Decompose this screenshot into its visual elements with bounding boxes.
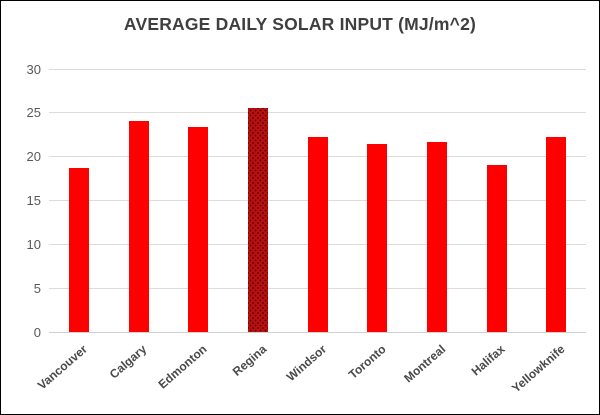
- y-tick-label: 25: [26, 105, 41, 121]
- bar-toronto: [367, 144, 388, 332]
- x-axis-label-regina: Regina: [229, 342, 270, 379]
- bar-regina: [247, 107, 268, 332]
- y-tick-label: 30: [26, 61, 41, 77]
- x-axis-label-edmonton: Edmonton: [155, 342, 210, 392]
- x-axis-label-halifax: Halifax: [468, 342, 508, 379]
- x-axis-label-toronto: Toronto: [345, 342, 389, 382]
- x-axis-line: [49, 331, 586, 333]
- x-axis-label-calgary: Calgary: [107, 342, 150, 382]
- x-axis-label-vancouver: Vancouver: [35, 342, 91, 393]
- bar-montreal: [426, 141, 447, 332]
- bar-halifax: [486, 164, 507, 332]
- x-axis-label-windsor: Windsor: [283, 342, 329, 384]
- y-tick-label: 20: [26, 149, 41, 165]
- bar-calgary: [128, 120, 149, 332]
- bar-yellowknife: [546, 137, 567, 332]
- y-tick-label: 0: [33, 324, 41, 340]
- x-axis-label-yellowknife: Yellowknife: [508, 342, 568, 396]
- x-axis-label-montreal: Montreal: [401, 342, 449, 386]
- gridline: [49, 68, 586, 70]
- y-tick-label: 15: [26, 193, 41, 208]
- y-tick-label: 5: [33, 280, 41, 296]
- bar-windsor: [307, 136, 328, 332]
- gridline: [49, 112, 586, 114]
- chart-title: AVERAGE DAILY SOLAR INPUT (MJ/m^2): [123, 14, 477, 34]
- bar-vancouver: [68, 168, 89, 332]
- y-tick-label: 10: [26, 236, 41, 252]
- bar-edmonton: [188, 126, 209, 332]
